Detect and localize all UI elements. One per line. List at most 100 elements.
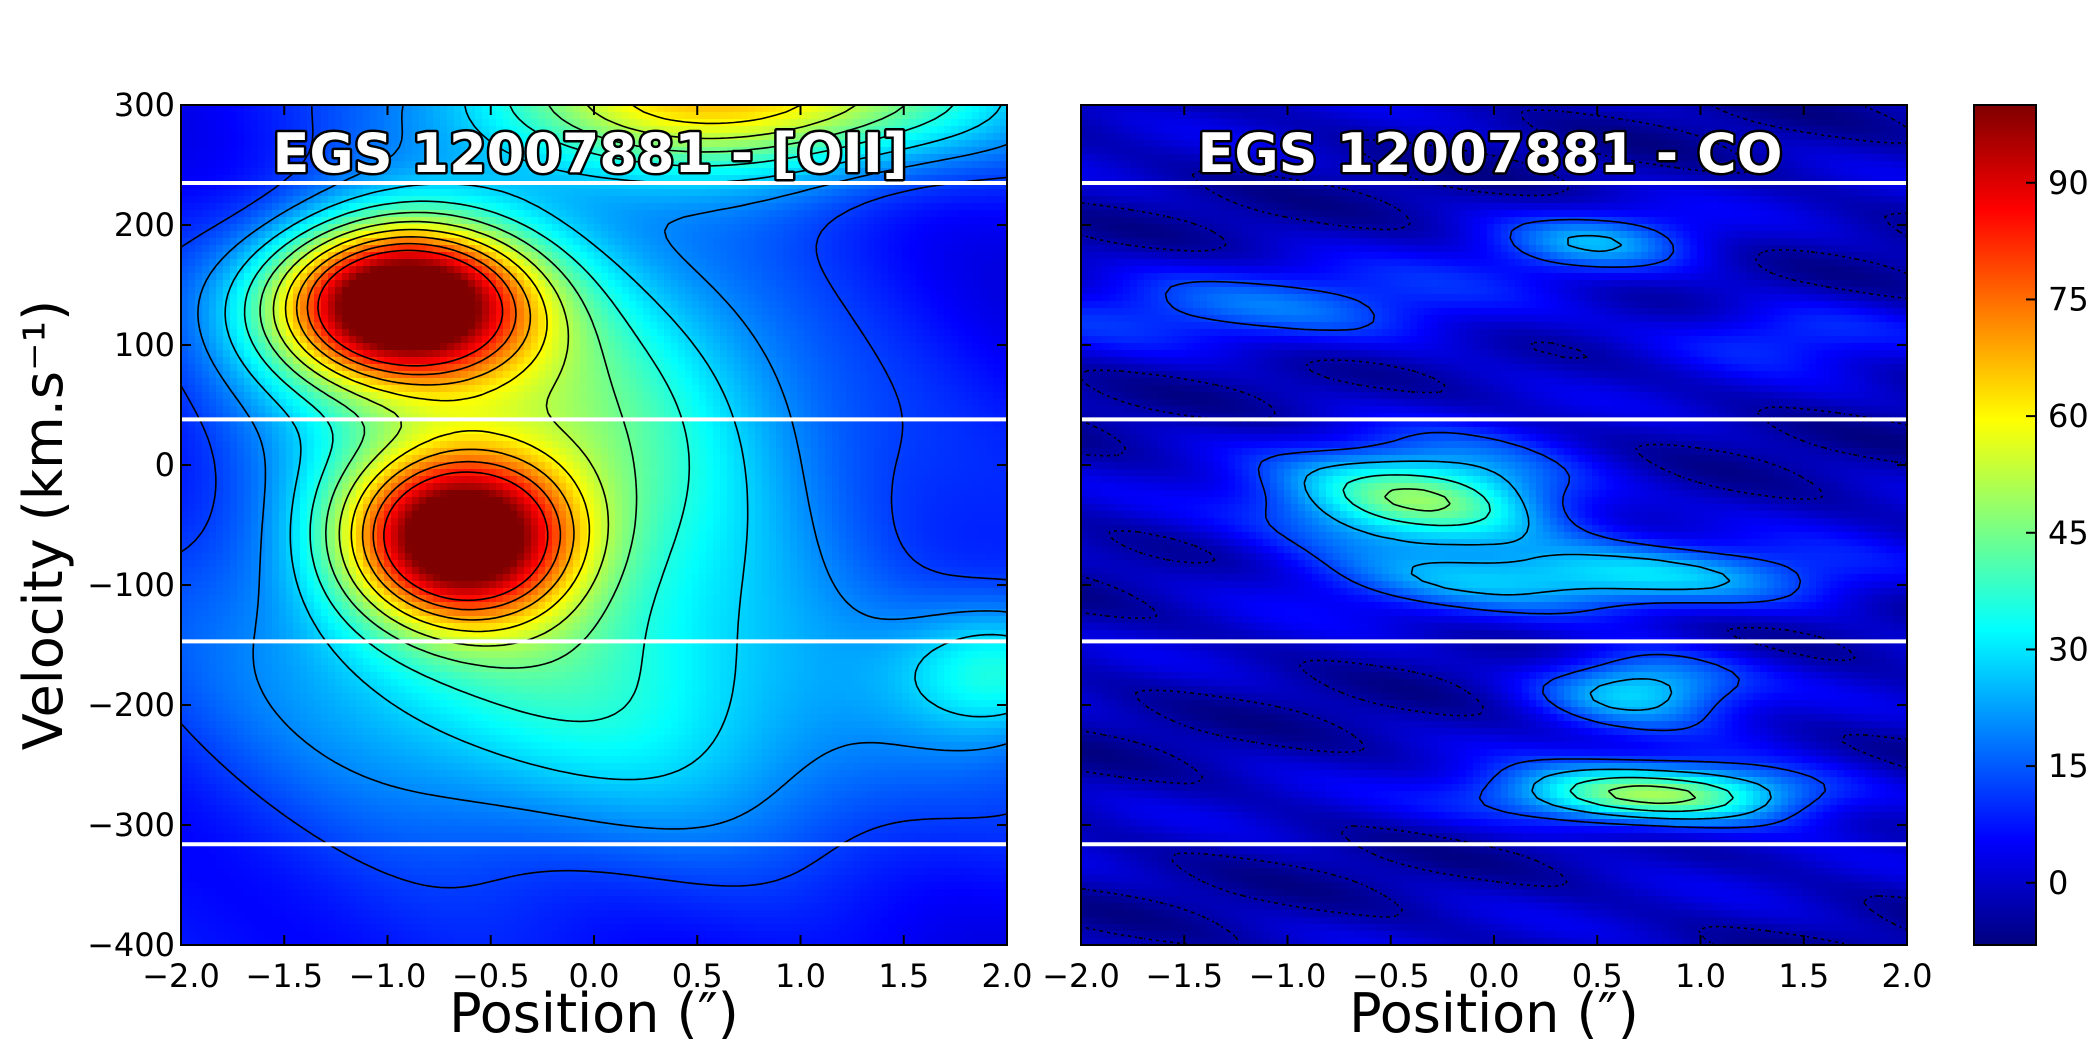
heatmap-cell bbox=[944, 189, 952, 197]
heatmap-cell bbox=[615, 231, 623, 239]
heatmap-cell bbox=[559, 161, 567, 169]
heatmap-cell bbox=[748, 308, 756, 316]
heatmap-cell bbox=[790, 378, 798, 386]
heatmap-cell bbox=[377, 371, 385, 379]
heatmap-cell bbox=[825, 105, 833, 113]
heatmap-cell bbox=[615, 140, 623, 148]
heatmap-cell bbox=[258, 301, 266, 309]
heatmap-cell bbox=[881, 147, 889, 155]
heatmap-cell bbox=[475, 168, 483, 176]
heatmap-cell bbox=[720, 224, 728, 232]
heatmap-cell bbox=[797, 203, 805, 211]
heatmap-cell bbox=[979, 301, 987, 309]
heatmap-cell bbox=[307, 119, 315, 127]
heatmap-cell bbox=[734, 182, 742, 190]
heatmap-cell bbox=[636, 315, 644, 323]
heatmap-cell bbox=[1000, 217, 1007, 225]
heatmap-cell bbox=[923, 203, 931, 211]
heatmap-cell bbox=[587, 385, 595, 393]
heatmap-cell bbox=[482, 238, 490, 246]
heatmap-cell bbox=[272, 357, 280, 365]
heatmap-cell bbox=[916, 280, 924, 288]
heatmap-cell bbox=[349, 168, 357, 176]
heatmap-cell bbox=[272, 147, 280, 155]
heatmap-cell bbox=[741, 168, 749, 176]
heatmap-cell bbox=[454, 189, 462, 197]
heatmap-cell bbox=[356, 301, 364, 309]
heatmap-cell bbox=[713, 301, 721, 309]
heatmap-cell bbox=[447, 105, 455, 113]
heatmap-cell bbox=[923, 315, 931, 323]
heatmap-cell bbox=[356, 196, 364, 204]
heatmap-cell bbox=[671, 329, 679, 337]
heatmap-cell bbox=[923, 231, 931, 239]
heatmap-cell bbox=[405, 294, 413, 302]
heatmap-cell bbox=[902, 252, 910, 260]
heatmap-cell bbox=[454, 168, 462, 176]
heatmap-cell bbox=[790, 308, 798, 316]
heatmap-cell bbox=[272, 112, 280, 120]
heatmap-cell bbox=[440, 336, 448, 344]
heatmap-cell bbox=[930, 294, 938, 302]
heatmap-cell bbox=[699, 364, 707, 372]
heatmap-cell bbox=[734, 371, 742, 379]
heatmap-cell bbox=[531, 133, 539, 141]
heatmap-cell bbox=[300, 119, 308, 127]
heatmap-cell bbox=[930, 315, 938, 323]
heatmap-cell bbox=[790, 273, 798, 281]
heatmap-cell bbox=[909, 252, 917, 260]
heatmap-cell bbox=[692, 252, 700, 260]
heatmap-cell bbox=[230, 378, 238, 386]
heatmap-cell bbox=[398, 196, 406, 204]
heatmap-cell bbox=[440, 182, 448, 190]
heatmap-cell bbox=[209, 105, 217, 113]
heatmap-cell bbox=[524, 182, 532, 190]
heatmap-cell bbox=[895, 343, 903, 351]
heatmap-cell bbox=[706, 252, 714, 260]
heatmap-cell bbox=[853, 217, 861, 225]
heatmap-cell bbox=[559, 126, 567, 134]
heatmap-cell bbox=[699, 266, 707, 274]
heatmap-cell bbox=[818, 196, 826, 204]
heatmap-cell bbox=[874, 196, 882, 204]
heatmap-cell bbox=[237, 343, 245, 351]
heatmap-cell bbox=[979, 259, 987, 267]
heatmap-cell bbox=[986, 350, 994, 358]
heatmap-cell bbox=[188, 217, 196, 225]
heatmap-cell bbox=[895, 259, 903, 267]
heatmap-cell bbox=[790, 126, 798, 134]
heatmap-cell bbox=[580, 168, 588, 176]
heatmap-cell bbox=[405, 350, 413, 358]
heatmap-cell bbox=[685, 301, 693, 309]
heatmap-cell bbox=[762, 231, 770, 239]
heatmap-cell bbox=[650, 329, 658, 337]
heatmap-cell bbox=[902, 329, 910, 337]
heatmap-cell bbox=[734, 294, 742, 302]
heatmap-cell bbox=[874, 343, 882, 351]
heatmap-cell bbox=[839, 238, 847, 246]
heatmap-cell bbox=[874, 161, 882, 169]
heatmap-cell bbox=[930, 322, 938, 330]
heatmap-cell bbox=[888, 196, 896, 204]
heatmap-cell bbox=[804, 385, 812, 393]
heatmap-cell bbox=[559, 392, 567, 400]
heatmap-cell bbox=[867, 140, 875, 148]
heatmap-cell bbox=[979, 224, 987, 232]
heatmap-cell bbox=[909, 322, 917, 330]
heatmap-cell bbox=[895, 182, 903, 190]
heatmap-cell bbox=[643, 322, 651, 330]
heatmap-cell bbox=[713, 224, 721, 232]
heatmap-cell bbox=[965, 343, 973, 351]
heatmap-cell bbox=[699, 161, 707, 169]
heatmap-cell bbox=[937, 175, 945, 183]
heatmap-cell bbox=[664, 252, 672, 260]
heatmap-cell bbox=[741, 203, 749, 211]
heatmap-cell bbox=[839, 140, 847, 148]
heatmap-cell bbox=[223, 392, 231, 400]
heatmap-cell bbox=[216, 238, 224, 246]
heatmap-cell bbox=[475, 154, 483, 162]
heatmap-cell bbox=[510, 175, 518, 183]
heatmap-cell bbox=[356, 308, 364, 316]
heatmap-cell bbox=[720, 336, 728, 344]
heatmap-cell bbox=[923, 371, 931, 379]
